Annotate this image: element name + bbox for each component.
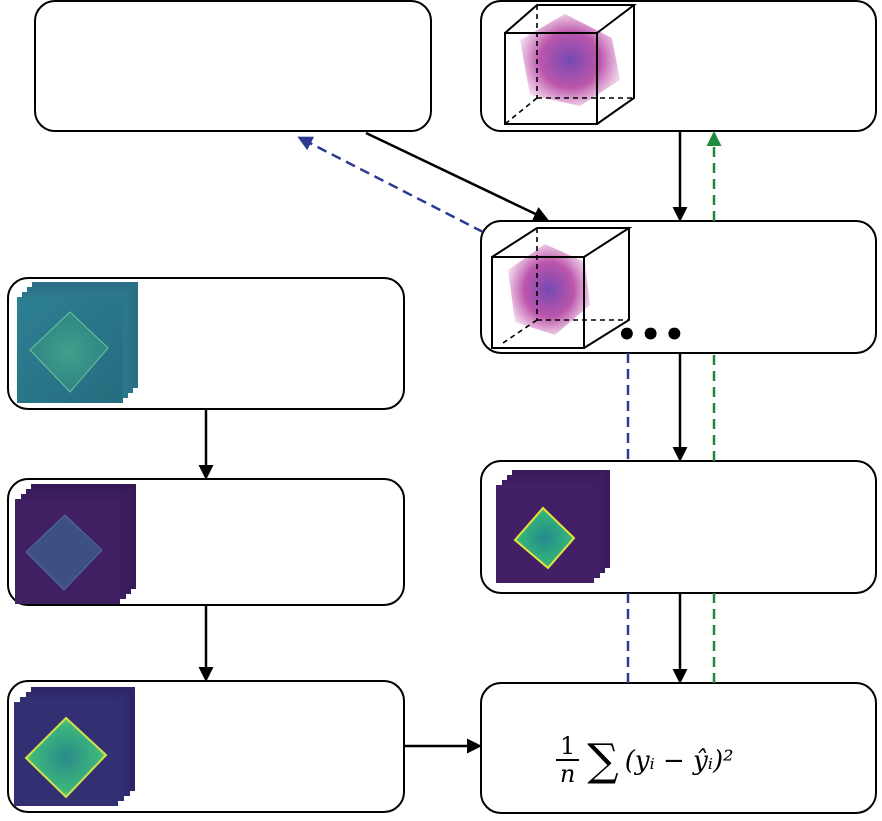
volume-cube-icon-2 (491, 227, 633, 349)
ellipsis: ••• (616, 315, 688, 355)
blue-dashed-to-topleft (297, 136, 484, 234)
loss-fraction: 1 n (556, 734, 580, 789)
loss-expression: (yᵢ − ŷᵢ)² (624, 746, 734, 776)
loss-denominator: n (559, 760, 576, 789)
arrow-topleft-to-middle (365, 131, 549, 221)
top-left-box (34, 0, 432, 132)
reconstructed-stack-icon (14, 687, 135, 806)
volume-cube-icon (504, 4, 637, 125)
loss-formula: 1 n ∑ (yᵢ − ŷᵢ)² (556, 726, 796, 796)
intermediate-stack-icon (15, 484, 136, 604)
simulated-stack-icon (496, 470, 610, 583)
sum-symbol: ∑ (587, 735, 619, 786)
measured-stack-icon (17, 282, 138, 403)
loss-numerator: 1 (556, 734, 580, 762)
